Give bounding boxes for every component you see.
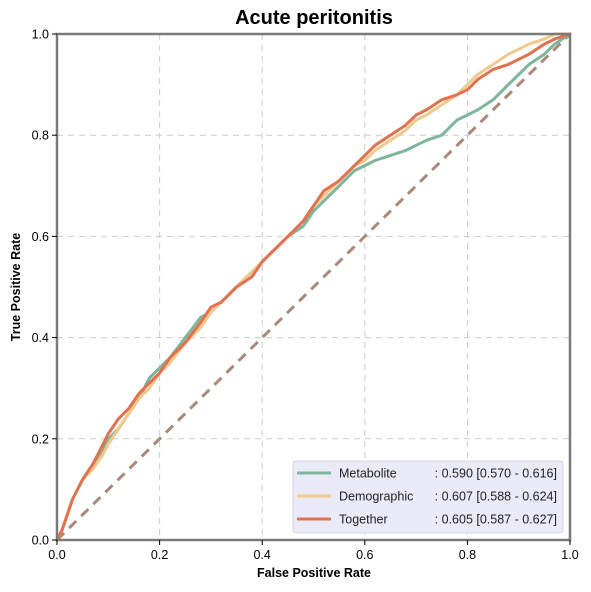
- x-tick-label: 1.0: [561, 548, 578, 562]
- y-tick-label: 0.0: [32, 534, 49, 548]
- roc-curves: [55, 32, 572, 542]
- y-tick-label: 0.8: [32, 129, 49, 143]
- legend-label-metabolite: Metabolite: [339, 467, 397, 481]
- y-axis-label: True Positive Rate: [9, 233, 23, 341]
- legend: Metabolite : 0.590 [0.570 - 0.616] Demogra…: [292, 460, 564, 534]
- y-tick-label: 1.0: [32, 28, 49, 42]
- grid-lines: [57, 34, 570, 540]
- x-tick-label: 0.2: [151, 548, 168, 562]
- chart-title: Acute peritonitis: [235, 7, 393, 29]
- plot-frame: [55, 32, 572, 542]
- axis-ticks: 0.0 0.2 0.4 0.6 0.8 1.0 0.0 0.2 0.4 0.6 0.8 1.0: [32, 28, 579, 563]
- y-tick-label: 0.4: [32, 331, 49, 345]
- roc-curve-together: [55, 32, 572, 542]
- legend-box: [292, 460, 564, 534]
- x-tick-label: 0.0: [48, 548, 65, 562]
- y-tick-label: 0.6: [32, 230, 49, 244]
- chance-diagonal-line: [55, 32, 572, 542]
- y-tick-label: 0.2: [32, 432, 49, 446]
- x-tick-label: 0.4: [254, 548, 271, 562]
- legend-label-demographic: Demographic: [339, 490, 413, 504]
- legend-auc-together: : 0.605 [0.587 - 0.627]: [435, 513, 557, 527]
- x-tick-label: 0.8: [459, 548, 476, 562]
- x-tick-label: 0.6: [356, 548, 373, 562]
- legend-auc-demographic: : 0.607 [0.588 - 0.624]: [435, 490, 557, 504]
- legend-auc-metabolite: : 0.590 [0.570 - 0.616]: [435, 467, 557, 481]
- legend-label-together: Together: [339, 513, 388, 527]
- chance-line-layer: [55, 32, 572, 542]
- x-axis-label: False Positive Rate: [257, 566, 371, 580]
